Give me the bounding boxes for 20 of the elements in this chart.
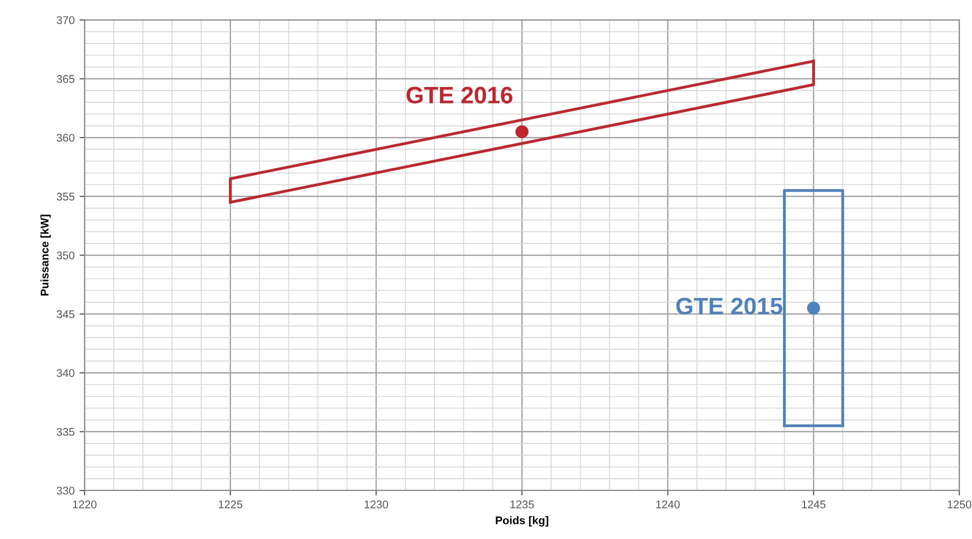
y-tick-label: 340 bbox=[56, 369, 74, 377]
x-tick-label: 1230 bbox=[364, 500, 388, 508]
y-tick-label: 345 bbox=[56, 310, 74, 318]
x-tick-label: 1225 bbox=[218, 500, 242, 508]
x-tick-label: 1240 bbox=[656, 500, 680, 508]
y-tick-label: 335 bbox=[56, 428, 74, 436]
y-tick-label: 365 bbox=[56, 75, 74, 83]
x-tick-label: 1250 bbox=[948, 500, 972, 508]
x-tick-label: 1245 bbox=[802, 500, 826, 508]
y-tick-label: 330 bbox=[56, 486, 74, 495]
y-tick-label: 370 bbox=[56, 16, 74, 24]
series-label: GTE 2016 bbox=[406, 86, 512, 104]
series-label: GTE 2015 bbox=[676, 298, 782, 314]
y-tick-label: 355 bbox=[56, 192, 74, 201]
x-tick-label: 1220 bbox=[73, 500, 96, 508]
x-axis-title: Poids [kg] bbox=[496, 516, 548, 527]
y-tick-label: 360 bbox=[56, 134, 74, 142]
y-tick-label: 350 bbox=[56, 251, 74, 260]
y-axis-title: Puissance [kW] bbox=[40, 214, 51, 296]
x-tick-label: 1235 bbox=[510, 500, 534, 508]
